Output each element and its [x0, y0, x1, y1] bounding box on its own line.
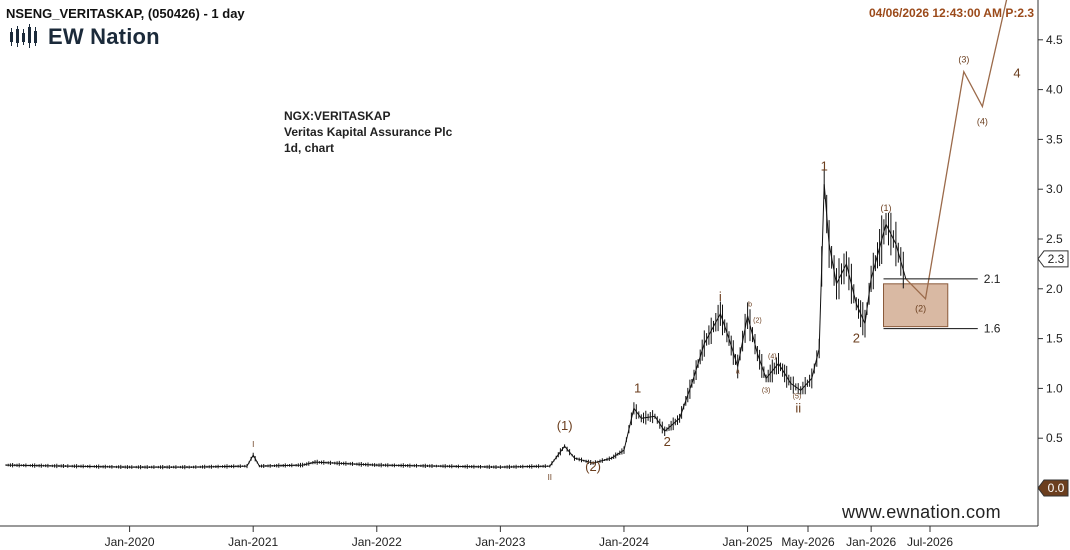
y-tick-label-2: 1.5 [1046, 332, 1063, 346]
wave-label-9: (3) [762, 387, 771, 394]
level-label-1: 1.6 [984, 322, 1001, 336]
wave-label-20: II [548, 473, 552, 482]
x-tick-label-1: Jan-2021 [228, 535, 278, 549]
y-tick-label-3: 2.0 [1046, 282, 1063, 296]
info-symbol: NGX:VERITASKAP [284, 109, 391, 123]
wave-label-15: (2) [915, 304, 926, 314]
ewnation-logo: EW Nation [8, 22, 160, 52]
wave-label-10: (5) [793, 393, 802, 400]
wave-label-11: ii [795, 400, 801, 415]
wave-label-6: (2) [753, 318, 762, 325]
y-tick-label-8: 4.5 [1046, 33, 1063, 47]
wave-label-0: (1) [557, 418, 573, 433]
y-tick-label-4: 2.5 [1046, 232, 1063, 246]
y-tick-label-6: 3.5 [1046, 132, 1063, 146]
wave-label-12: 1 [821, 158, 828, 173]
wave-projection-line [905, 0, 1008, 301]
price-line [5, 184, 907, 468]
level-label-0: 2.1 [984, 272, 1001, 286]
last-price-tag-box [1037, 250, 1069, 268]
wave-label-2: 1 [634, 380, 641, 395]
candlestick-logo-icon [10, 24, 37, 48]
last-price-tag-text: 2.3 [1048, 252, 1065, 266]
logo-text: EW Nation [48, 24, 160, 50]
logo-ew: EW [48, 24, 84, 49]
x-tick-label-6: Jan-2026 [846, 535, 896, 549]
wave-label-18: 4 [1013, 66, 1020, 81]
logo-nation: Nation [90, 24, 160, 49]
y-tick-label-1: 1.0 [1046, 381, 1063, 395]
x-tick-label-0: Jan-2020 [105, 535, 155, 549]
x-tick-label-2: Jan-2022 [352, 535, 402, 549]
instrument-info: NGX:VERITASKAP Veritas Kapital Assurance… [284, 108, 452, 156]
wave-label-17: (4) [977, 116, 988, 126]
y-tick-label-5: 3.0 [1046, 182, 1063, 196]
wave-label-3: 2 [664, 434, 671, 449]
datetime-text: 04/06/2026 12:43:00 AM [868, 6, 1002, 20]
wave-label-4: i [719, 289, 722, 304]
zero-tag-box [1037, 479, 1069, 497]
chart-title: NSENG_VERITASKAP, (050426) - 1 day [6, 6, 245, 21]
target-zone-box [883, 283, 949, 328]
x-tick-label-7: May-2026 [781, 535, 835, 549]
price-bars [5, 169, 904, 470]
chart-datetime: 04/06/2026 12:43:00 AM P:2.3 [869, 6, 1034, 20]
x-tick-label-5: Jan-2025 [723, 535, 773, 549]
wave-label-8: (4) [768, 354, 777, 361]
wave-label-5: b [748, 302, 752, 309]
y-tick-label-0: 0.5 [1046, 431, 1063, 445]
x-tick-label-4: Jan-2024 [599, 535, 649, 549]
x-tick-label-8: Jul-2026 [907, 535, 953, 549]
x-tick-label-3: Jan-2023 [475, 535, 525, 549]
wave-label-13: (1) [880, 203, 891, 213]
zero-tag-text: 0.0 [1048, 481, 1065, 495]
wave-label-19: I [252, 440, 254, 449]
price-tag: P:2.3 [1005, 6, 1034, 20]
wave-label-1: (2) [585, 459, 601, 474]
wave-label-14: 2 [853, 331, 860, 346]
watermark: www.ewnation.com [842, 502, 1001, 522]
info-company: Veritas Kapital Assurance Plc [284, 125, 453, 139]
wave-label-16: (3) [958, 55, 969, 65]
info-timeframe: 1d, chart [284, 141, 335, 155]
wave-label-7: a [736, 368, 740, 375]
y-tick-label-7: 4.0 [1046, 83, 1063, 97]
